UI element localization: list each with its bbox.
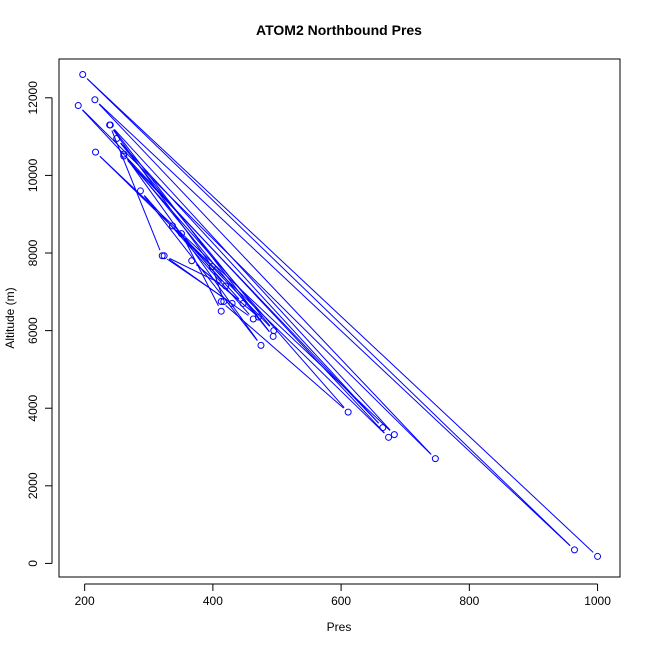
x-tick-label: 200 (75, 594, 95, 608)
data-point (228, 299, 236, 307)
series-segment (86, 78, 571, 547)
series-segment (176, 229, 240, 300)
data-point (217, 298, 225, 306)
chart-title: ATOM2 Northbound Pres (256, 22, 422, 38)
plot-area (74, 71, 602, 560)
data-point (160, 252, 168, 260)
series-segment (120, 142, 380, 424)
data-point (120, 152, 128, 160)
data-point (208, 263, 216, 271)
x-tick-label: 600 (331, 594, 351, 608)
data-point (385, 433, 393, 441)
data-point (188, 257, 196, 265)
x-axis: 200 400 600 800 1000 (75, 583, 611, 608)
data-point (120, 150, 128, 158)
data-point (220, 298, 228, 306)
data-point (79, 71, 87, 79)
data-point (594, 552, 602, 560)
series-segment (225, 305, 344, 409)
series-segment (98, 103, 432, 455)
series-segment (169, 257, 221, 284)
data-point (222, 282, 230, 290)
data-point (269, 332, 277, 340)
y-tick-label: 4000 (26, 395, 40, 422)
data-point (379, 424, 387, 432)
plot-frame (58, 58, 621, 578)
data-point (177, 230, 185, 238)
series-segment (166, 258, 228, 301)
data-point (390, 431, 398, 439)
x-axis-label: Pres (327, 620, 352, 634)
data-point (168, 222, 176, 230)
data-point (74, 102, 82, 110)
data-point (106, 121, 114, 129)
y-tick-label: 2000 (26, 472, 40, 499)
y-axis-label: Altitude (m) (3, 287, 17, 348)
series-segment (82, 109, 432, 455)
data-point (257, 341, 265, 349)
series-segment (86, 78, 594, 553)
data-point (113, 135, 121, 143)
data-point (217, 307, 225, 315)
data-point (431, 455, 439, 463)
data-point (136, 187, 144, 195)
x-tick-label: 800 (459, 594, 479, 608)
y-tick-label: 10000 (26, 158, 40, 192)
data-point (570, 546, 578, 554)
x-tick-label: 1000 (584, 594, 611, 608)
y-tick-label: 12000 (26, 81, 40, 115)
y-tick-label: 8000 (26, 239, 40, 266)
y-axis: 0 2000 4000 6000 8000 10000 12000 (26, 81, 53, 567)
series-segment (113, 129, 391, 431)
data-point (91, 96, 99, 104)
y-tick-label: 0 (26, 560, 40, 567)
series-segment (98, 103, 571, 547)
series-segment (99, 155, 385, 434)
y-tick-label: 6000 (26, 317, 40, 344)
data-point (92, 148, 100, 156)
data-point (344, 408, 352, 416)
data-point (254, 313, 262, 321)
series-segment (111, 130, 161, 251)
x-tick-label: 400 (203, 594, 223, 608)
series-segment (120, 142, 271, 327)
data-point (239, 299, 247, 307)
series-segment (213, 272, 223, 296)
series-segment (127, 160, 379, 424)
data-point (270, 327, 278, 335)
series-segment (176, 229, 270, 327)
data-point (158, 252, 166, 260)
series-segment (183, 238, 219, 307)
